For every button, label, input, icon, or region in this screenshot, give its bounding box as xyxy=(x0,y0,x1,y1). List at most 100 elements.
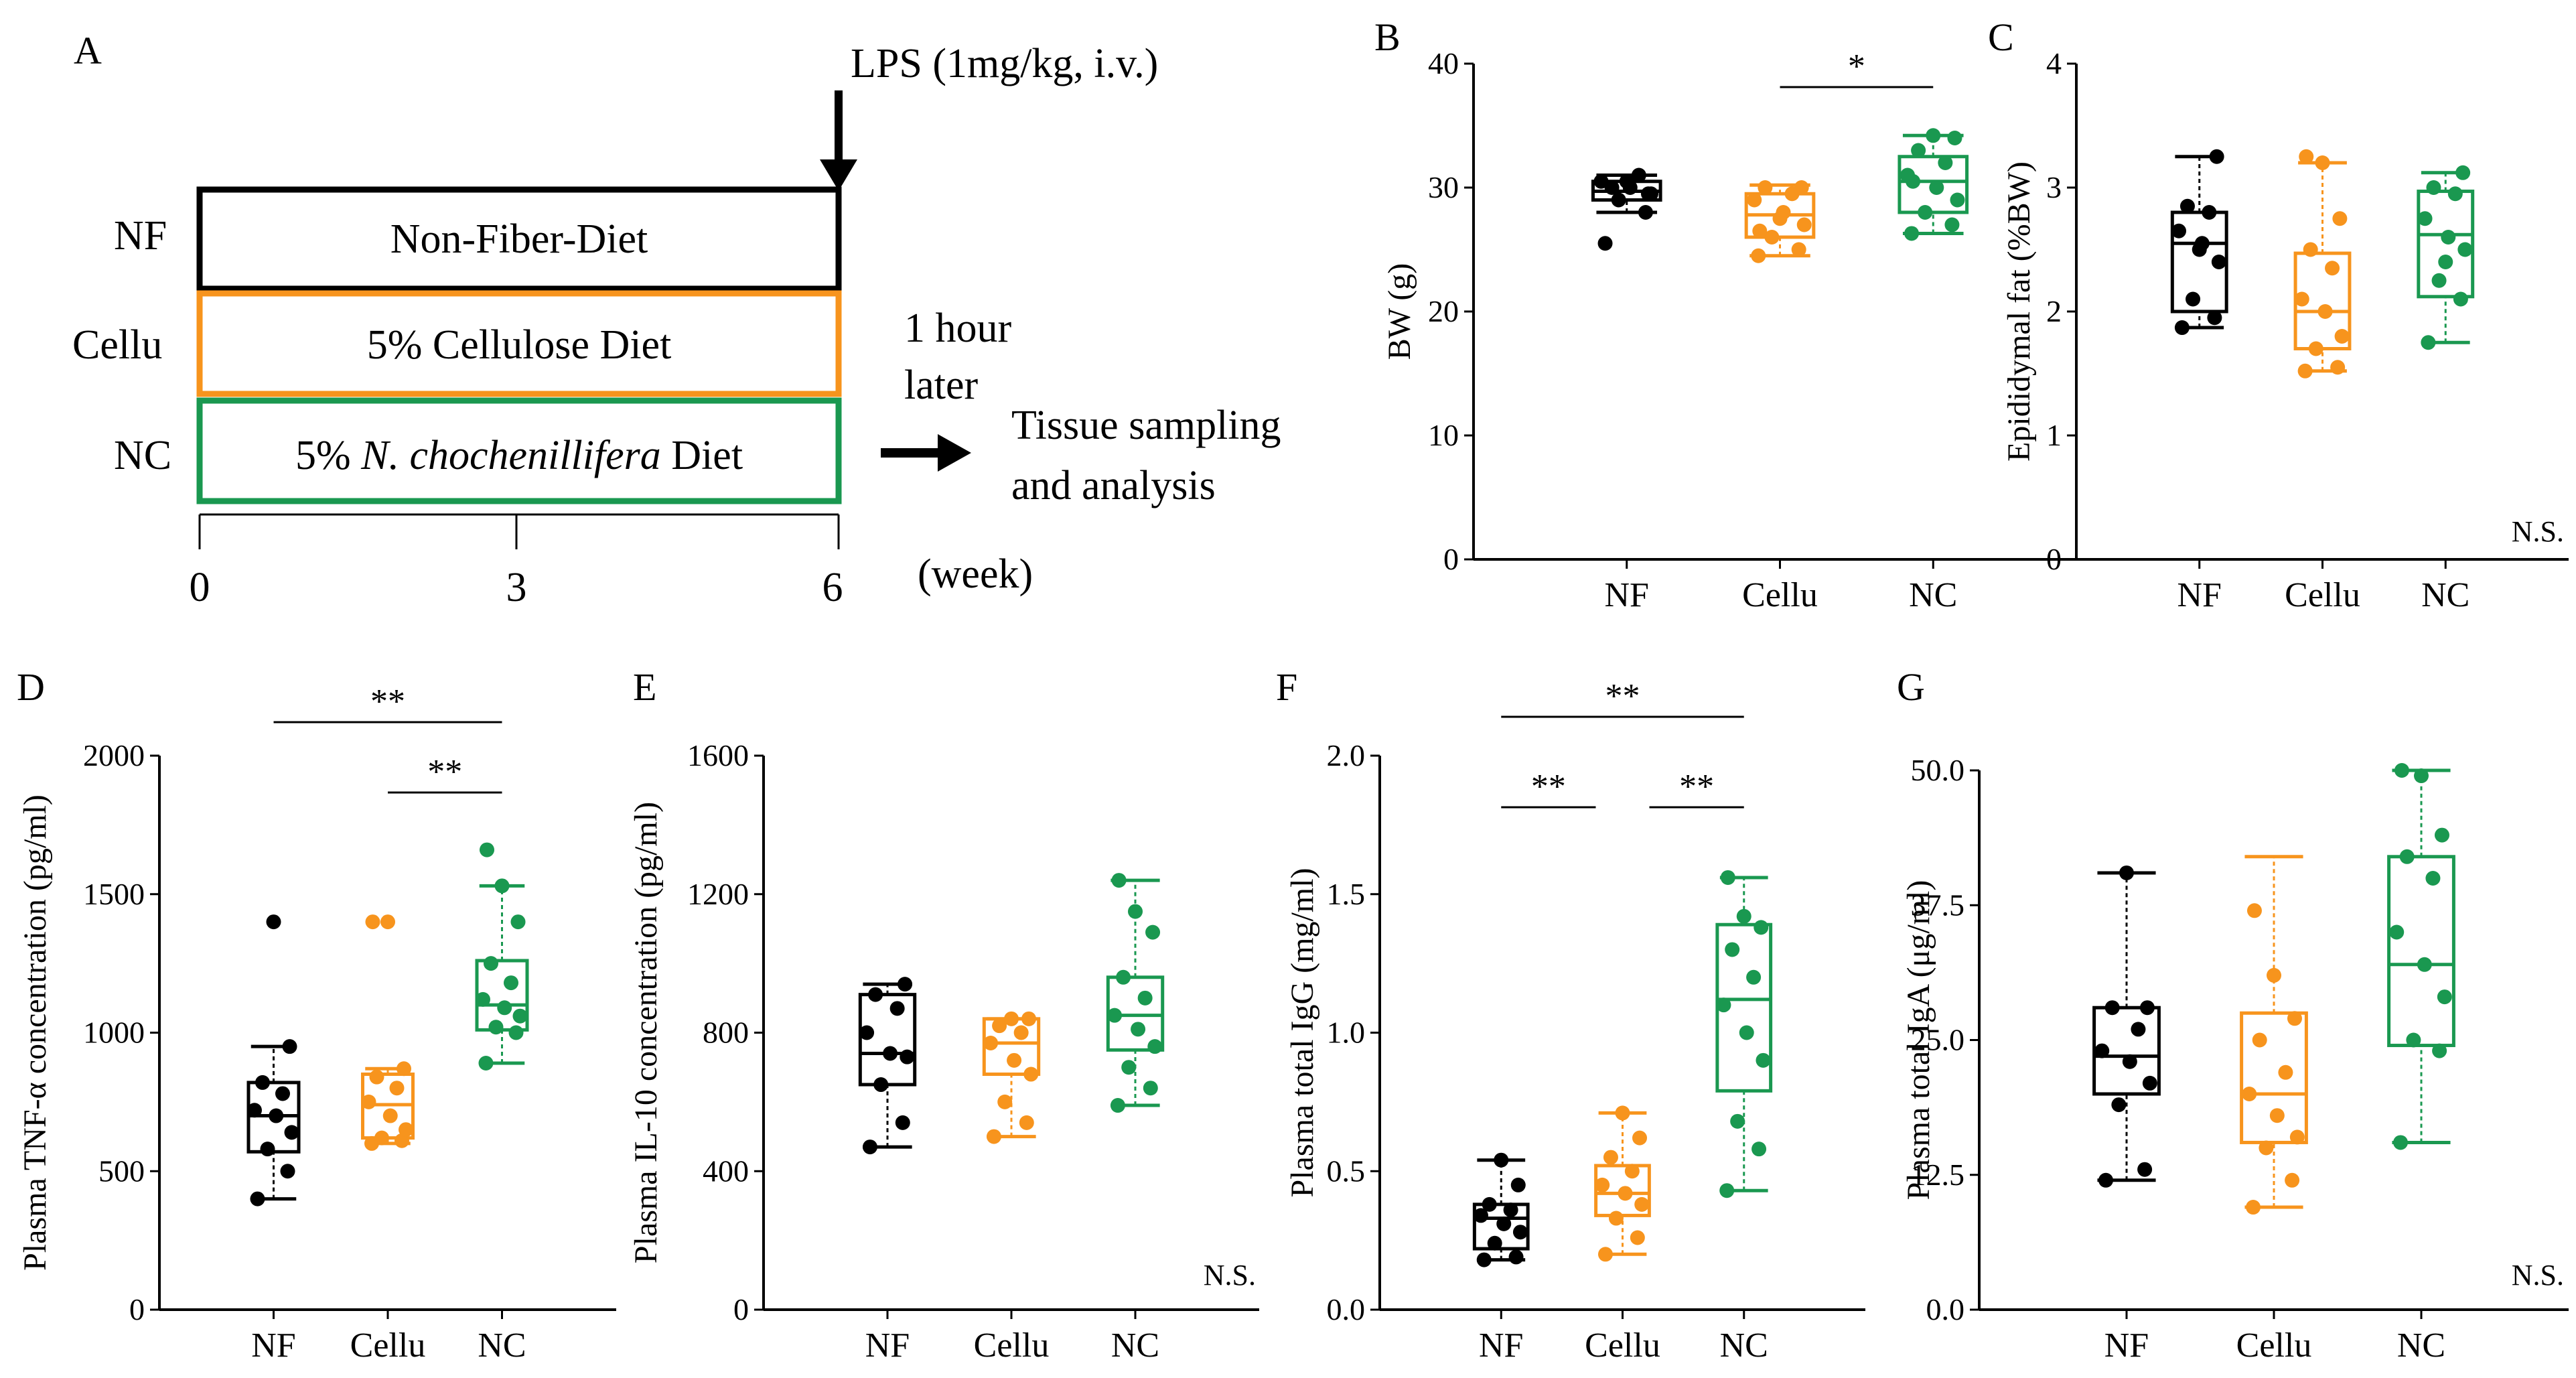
x-category-label: NF xyxy=(1479,1326,1523,1365)
data-point xyxy=(898,977,913,992)
data-point xyxy=(1926,128,1941,143)
data-point xyxy=(1720,870,1735,885)
box-series-cellu xyxy=(2240,855,2308,1215)
data-point xyxy=(275,1086,291,1101)
x-category-label: NC xyxy=(1111,1326,1159,1365)
x-category-label: NC xyxy=(2421,576,2470,614)
box-series-nf xyxy=(858,977,917,1155)
data-point xyxy=(1137,990,1153,1006)
diet-box-cellu xyxy=(196,290,842,397)
y-tick-label: 10 xyxy=(1428,418,1459,452)
box-series-nf xyxy=(246,914,301,1207)
data-point xyxy=(873,1077,889,1093)
y-tick-label: 1.0 xyxy=(1327,1016,1366,1050)
data-point xyxy=(497,1000,512,1016)
data-point xyxy=(1719,1183,1735,1198)
data-point xyxy=(2394,763,2409,778)
data-point xyxy=(1496,1216,1512,1231)
data-point xyxy=(1004,1011,1019,1026)
later-line-2: later xyxy=(904,362,978,408)
data-point xyxy=(1597,236,1613,251)
panel-letter: G xyxy=(1897,665,1925,709)
timeline-diagram: A LPS (1mg/kg, i.v.) NF Non-Fiber-Diet C… xyxy=(72,29,1281,610)
data-point xyxy=(488,1020,504,1035)
data-point xyxy=(2389,924,2405,940)
data-point xyxy=(365,914,380,930)
data-point xyxy=(1746,969,1762,985)
box-series-cellu xyxy=(2293,149,2352,378)
data-point xyxy=(479,842,494,857)
data-point xyxy=(1634,1196,1650,1212)
later-line-1: 1 hour xyxy=(904,305,1012,351)
data-point xyxy=(1716,997,1731,1013)
data-point xyxy=(1618,1186,1633,1201)
data-point xyxy=(2289,1129,2305,1145)
chart-panel-g: G 0.0 12.5 25.0 37.5 50.0 Plasma total IgA (μg… xyxy=(1897,665,2569,1365)
data-point xyxy=(2278,1064,2293,1080)
data-point xyxy=(2171,223,2187,238)
outcome-line-1: Tissue sampling xyxy=(1011,403,1281,448)
week-tick-label: 6 xyxy=(822,565,843,610)
data-point xyxy=(1487,1235,1502,1251)
row-group-label: NF xyxy=(114,213,167,259)
data-point xyxy=(1107,1008,1123,1023)
y-tick-label: 0 xyxy=(2046,542,2062,576)
data-point xyxy=(1904,226,1920,241)
significance-label: ** xyxy=(1679,768,1714,806)
data-point xyxy=(2421,335,2436,350)
box-series-nf xyxy=(2170,149,2228,336)
box-series-nc xyxy=(475,842,529,1071)
x-category-label: Cellu xyxy=(1585,1326,1660,1365)
data-point xyxy=(900,1049,915,1064)
data-point xyxy=(246,1103,262,1118)
y-tick-label: 50.0 xyxy=(1911,753,1965,787)
diet-label-part: Non-Fiber-Diet xyxy=(390,216,648,262)
x-category-label: Cellu xyxy=(350,1326,426,1365)
panel-letter: E xyxy=(633,665,656,709)
data-point xyxy=(2211,255,2226,269)
data-point xyxy=(1131,1022,1146,1037)
data-point xyxy=(1929,180,1944,195)
chart-panel-d: D 0 500 1000 1500 2000 Plasma TNF-α concentrat… xyxy=(17,665,616,1365)
outcome-line-2: and analysis xyxy=(1011,463,1216,508)
data-point xyxy=(478,1055,494,1071)
data-point xyxy=(1918,205,1933,220)
data-point xyxy=(2259,1140,2274,1156)
data-point xyxy=(2207,310,2222,326)
data-point xyxy=(2297,363,2313,378)
data-point xyxy=(380,914,395,930)
data-point xyxy=(2202,205,2217,220)
data-point xyxy=(2242,1087,2257,1101)
y-tick-label: 37.5 xyxy=(1911,888,1965,922)
panel-letter-a: A xyxy=(74,29,102,72)
box-series-cellu xyxy=(982,1011,1041,1144)
data-point xyxy=(1615,1105,1630,1121)
data-point xyxy=(1906,174,1921,189)
x-category-label: Cellu xyxy=(974,1326,1050,1365)
y-tick-label: 500 xyxy=(98,1154,145,1188)
data-point xyxy=(508,1025,524,1040)
data-point xyxy=(1503,1202,1518,1218)
diet-label-part: Diet xyxy=(661,433,743,478)
data-point xyxy=(1758,180,1773,195)
y-tick-label: 1200 xyxy=(687,877,749,911)
data-point xyxy=(1023,1066,1039,1082)
diet-label: 5% Cellulose Diet xyxy=(367,322,672,368)
data-point xyxy=(361,1094,376,1109)
x-category-label: NC xyxy=(478,1326,526,1365)
data-point xyxy=(883,1046,898,1061)
y-tick-label: 1600 xyxy=(687,738,749,772)
data-point xyxy=(1772,211,1788,226)
data-point xyxy=(1111,873,1127,888)
data-point xyxy=(284,1125,299,1140)
box-series-cellu xyxy=(360,914,415,1151)
data-point xyxy=(2399,849,2415,864)
data-point xyxy=(1796,217,1812,232)
data-point xyxy=(369,1069,384,1085)
box-series-nc xyxy=(2387,763,2455,1150)
data-point xyxy=(397,1061,412,1077)
data-point xyxy=(280,1164,295,1179)
y-axis-label: Epididymal fat (%BW) xyxy=(2001,161,2037,462)
diet-label: Non-Fiber-Diet xyxy=(390,216,648,262)
panel-letter: F xyxy=(1276,665,1297,709)
